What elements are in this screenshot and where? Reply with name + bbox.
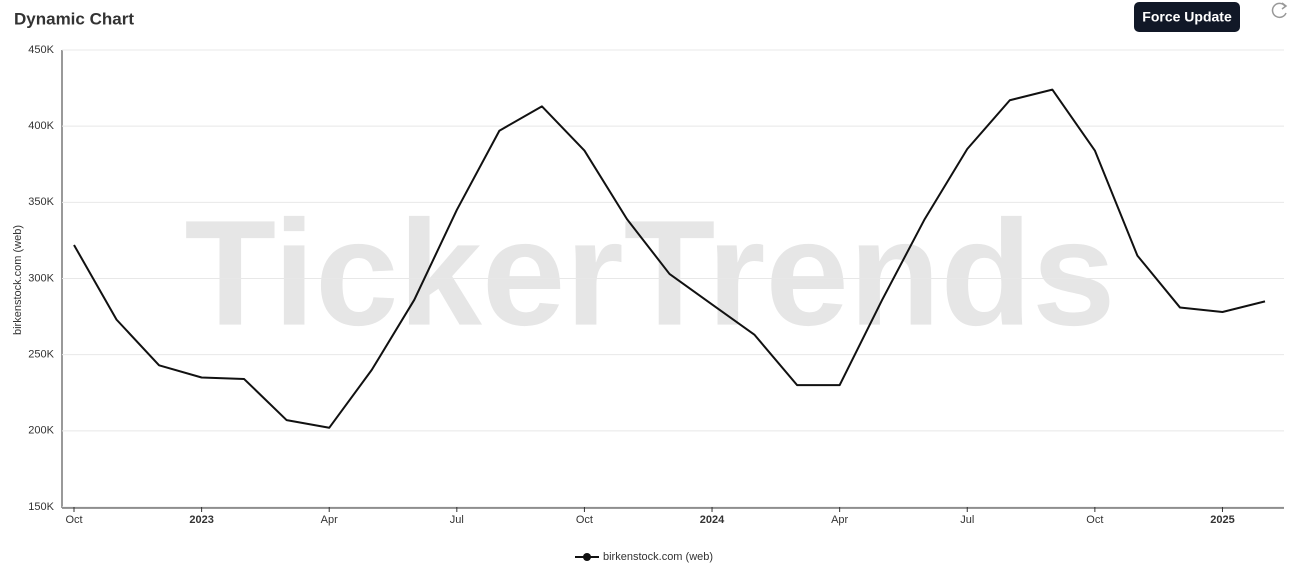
x-tick-label: Oct	[576, 514, 593, 526]
x-tick-label: 2025	[1210, 514, 1234, 526]
button-bg[interactable]	[1134, 2, 1240, 32]
legend-label: birkenstock.com (web)	[603, 551, 713, 563]
y-tick-label: 450K	[28, 44, 54, 56]
refresh-arrow[interactable]	[1281, 2, 1288, 10]
refresh-icon[interactable]	[1271, 2, 1288, 19]
series-line	[73, 88, 1266, 429]
x-tick-label: Jul	[960, 514, 974, 526]
x-tick-label: Oct	[1086, 514, 1103, 526]
x-tick-label: Oct	[65, 514, 82, 526]
x-tick-label: 2024	[700, 514, 725, 526]
refresh-arc[interactable]	[1271, 2, 1287, 19]
y-tick-label: 400K	[28, 120, 54, 132]
y-axis-label: birkenstock.com (web)	[12, 225, 24, 335]
x-tick-label: Apr	[831, 514, 848, 526]
y-tick-label: 200K	[28, 425, 54, 437]
chart-title: Dynamic Chart	[14, 9, 134, 28]
x-tick-label: 2023	[189, 514, 213, 526]
x-tick-label: Jul	[450, 514, 464, 526]
y-tick-label: 150K	[28, 501, 54, 513]
force-update-button[interactable]: Force Update	[1134, 2, 1240, 32]
y-tick-label: 350K	[28, 196, 54, 208]
y-tick-label: 300K	[28, 272, 54, 284]
watermark: TickerTrends	[184, 189, 1115, 357]
x-tick-label: Apr	[321, 514, 338, 526]
legend-dot	[583, 553, 591, 561]
y-tick-label: 250K	[28, 349, 54, 361]
button-label[interactable]: Force Update	[1142, 9, 1232, 25]
